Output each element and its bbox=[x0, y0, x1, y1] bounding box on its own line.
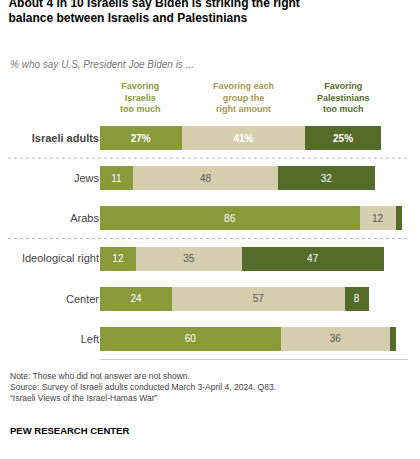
svg-text:35: 35 bbox=[183, 253, 195, 264]
svg-text:Left: Left bbox=[81, 333, 99, 345]
svg-text:Jews: Jews bbox=[74, 172, 100, 184]
svg-text:24: 24 bbox=[130, 293, 142, 304]
svg-text:8: 8 bbox=[354, 293, 360, 304]
svg-text:12: 12 bbox=[372, 213, 384, 224]
svg-text:Favoring eachgroup theright am: Favoring eachgroup theright amount bbox=[213, 81, 274, 114]
svg-text:32: 32 bbox=[321, 173, 333, 184]
svg-text:Ideological right: Ideological right bbox=[22, 252, 99, 264]
svg-text:Note: Those who did not answer: Note: Those who did not answer are not s… bbox=[10, 371, 276, 403]
svg-text:Israeli adults: Israeli adults bbox=[32, 132, 99, 144]
svg-text:27%: 27% bbox=[131, 133, 151, 144]
svg-text:11: 11 bbox=[111, 173, 122, 184]
svg-text:Arabs: Arabs bbox=[70, 212, 99, 224]
svg-text:48: 48 bbox=[200, 173, 212, 184]
svg-text:About 4 in 10 Israelis say Bid: About 4 in 10 Israelis say Biden is stri… bbox=[8, 0, 299, 25]
svg-text:60: 60 bbox=[185, 333, 197, 344]
svg-text:36: 36 bbox=[330, 333, 342, 344]
svg-text:47: 47 bbox=[307, 253, 319, 264]
svg-text:41%: 41% bbox=[233, 133, 253, 144]
svg-text:FavoringIsraelistoo much: FavoringIsraelistoo much bbox=[120, 81, 161, 114]
svg-text:PEW RESEARCH CENTER: PEW RESEARCH CENTER bbox=[10, 425, 129, 436]
svg-text:86: 86 bbox=[224, 213, 236, 224]
svg-text:FavoringPalestinianstoo much: FavoringPalestinianstoo much bbox=[317, 81, 370, 114]
svg-text:25%: 25% bbox=[333, 133, 353, 144]
svg-text:12: 12 bbox=[112, 253, 124, 264]
svg-text:Center: Center bbox=[66, 293, 99, 305]
svg-text:57: 57 bbox=[253, 293, 265, 304]
svg-text:% who say U.S. President Joe B: % who say U.S. President Joe Biden is ..… bbox=[10, 59, 194, 70]
